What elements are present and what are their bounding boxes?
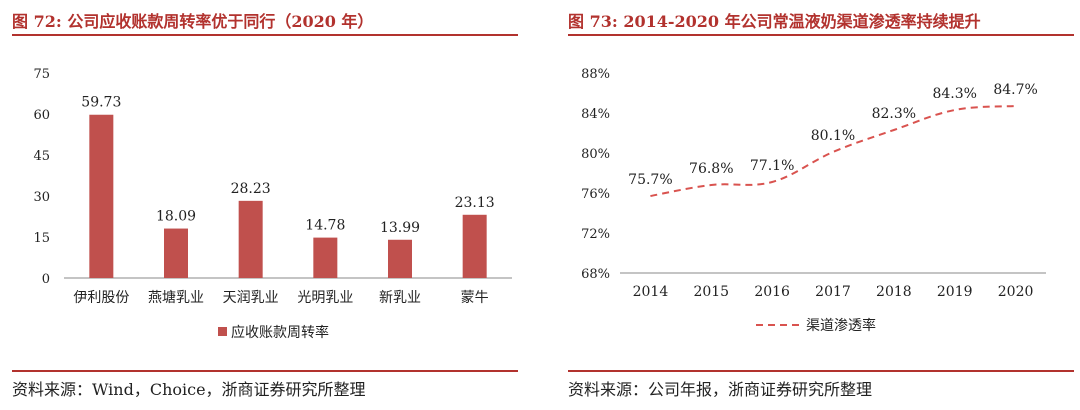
bar-chart-svg: 0 15 30 45 60 75 59.73 伊利股份 18.09 燕塘乳业 28.23 天润乳业 14… [33, 67, 512, 341]
bar-value-label: 59.73 [81, 95, 121, 111]
line-chart-title: 图 73: 2014-2020 年公司常温液奶渠道渗透率持续提升 [568, 12, 981, 31]
point-value-label: 77.1% [750, 158, 794, 174]
bar-value-label: 13.99 [380, 220, 420, 236]
y-tick-label: 45 [33, 149, 50, 164]
bar-value-label: 18.09 [156, 209, 196, 225]
y-tick-label: 76% [581, 187, 610, 202]
x-category-label: 2020 [998, 284, 1034, 300]
y-tick-label: 60 [33, 108, 50, 123]
y-tick-label: 68% [581, 267, 610, 282]
x-category-label: 2014 [633, 284, 669, 300]
bar [462, 214, 487, 278]
y-tick-label: 80% [581, 147, 610, 162]
line-chart-svg: 68% 72% 76% 80% 84% 88% 75.7% 2014 76.8% 2015 77.1… [581, 67, 1046, 334]
point-value-label: 76.8% [689, 161, 733, 177]
line-chart-bottom-rule [568, 370, 1074, 372]
x-category-label: 2018 [876, 284, 912, 300]
x-category-label: 新乳业 [379, 290, 421, 306]
y-tick-label: 88% [581, 67, 610, 82]
series-line [650, 105, 1016, 197]
line-chart-source: 资料来源：公司年报，浙商证券研究所整理 [568, 380, 873, 399]
x-category-label: 光明乳业 [297, 290, 353, 306]
bar-value-label: 23.13 [455, 195, 495, 211]
line-chart-top-rule [568, 34, 1074, 36]
bar-chart-top-rule [12, 34, 518, 36]
point-value-label: 82.3% [872, 106, 916, 122]
bar-chart-panel: 图 72: 公司应收账款周转率优于同行（2020 年） 0 15 30 45 60 75 5… [0, 0, 524, 410]
point-value-label: 84.3% [932, 86, 976, 102]
legend-swatch [218, 327, 227, 336]
y-tick-label: 15 [33, 231, 50, 246]
legend-label: 应收账款周转率 [231, 324, 329, 341]
bar-value-label: 14.78 [305, 218, 345, 234]
y-tick-label: 0 [42, 272, 50, 287]
bar [89, 114, 114, 278]
x-category-label: 2017 [815, 284, 851, 300]
bar [164, 228, 188, 278]
x-category-label: 2015 [693, 284, 729, 300]
bar-value-label: 28.23 [231, 181, 271, 197]
x-category-label: 2019 [937, 284, 973, 300]
bar-chart-source: 资料来源：Wind，Choice，浙商证券研究所整理 [12, 380, 366, 399]
y-tick-label: 84% [581, 107, 610, 122]
line-chart-panel: 图 73: 2014-2020 年公司常温液奶渠道渗透率持续提升 68% 72% 7… [556, 0, 1080, 410]
y-tick-label: 72% [581, 227, 610, 242]
x-category-label: 天润乳业 [223, 290, 279, 306]
x-category-label: 燕塘乳业 [148, 290, 204, 306]
bar [313, 237, 338, 278]
point-value-label: 84.7% [993, 82, 1037, 98]
bar-chart-bottom-rule [12, 370, 518, 372]
x-category-label: 蒙牛 [461, 290, 489, 306]
point-value-label: 75.7% [628, 172, 672, 188]
bar-chart-title: 图 72: 公司应收账款周转率优于同行（2020 年） [12, 12, 374, 31]
y-tick-label: 75 [33, 67, 50, 82]
point-value-label: 80.1% [811, 128, 855, 144]
bar [388, 239, 412, 278]
bar [238, 200, 263, 278]
y-tick-label: 30 [33, 190, 50, 205]
x-category-label: 2016 [754, 284, 790, 300]
legend-label: 渠道渗透率 [806, 317, 876, 334]
x-category-label: 伊利股份 [73, 290, 129, 306]
